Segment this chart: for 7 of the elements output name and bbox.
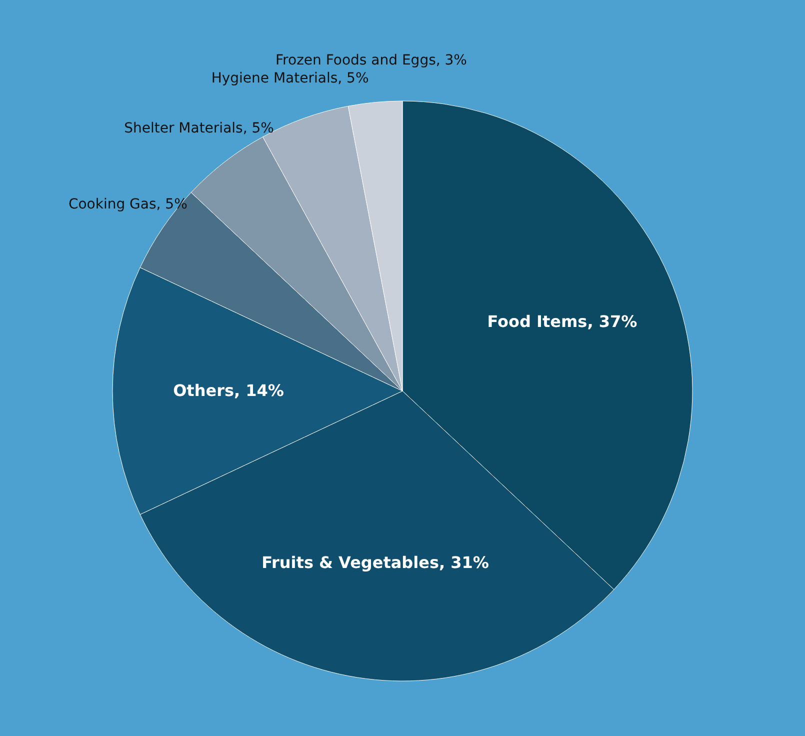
slice-label: Food Items, 37% [487,312,638,331]
slice-label: Hygiene Materials, 5% [211,70,369,87]
slice-label: Others, 14% [173,381,284,400]
slice-label: Cooking Gas, 5% [68,196,188,212]
slice-label: Frozen Foods and Eggs, 3% [276,52,467,68]
slice-label: Fruits & Vegetables, 31% [262,552,489,572]
slice-label: Shelter Materials, 5% [124,120,274,137]
